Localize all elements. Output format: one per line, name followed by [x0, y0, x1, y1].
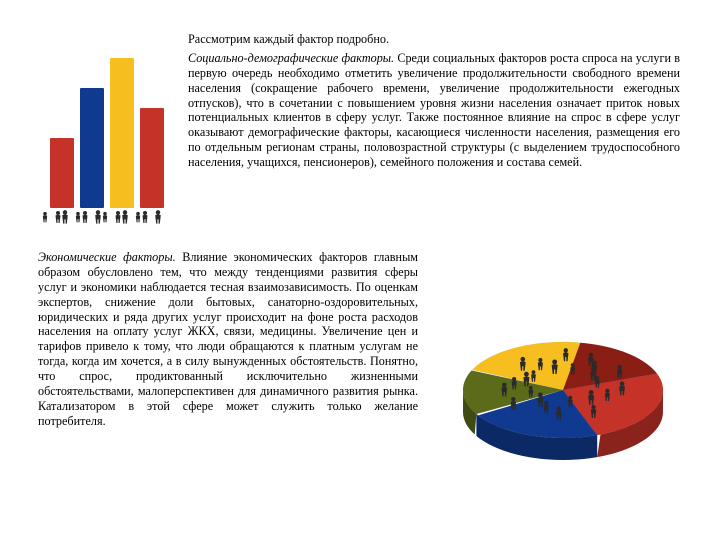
page: Рассмотрим каждый фактор подробно. Социа…: [0, 0, 720, 540]
section2-body: Влияние экономических факторов главным о…: [38, 250, 418, 428]
pie-svg: [448, 298, 678, 473]
section2-title: Экономические факторы.: [38, 250, 176, 264]
section1-paragraph: Социально-демографические факторы. Среди…: [188, 51, 680, 170]
pie-infographic: [448, 298, 678, 473]
section2-paragraph: Экономические факторы. Влияние экономиче…: [38, 250, 418, 429]
section1-body: Среди социальных факторов роста спроса н…: [188, 51, 680, 169]
intro-line: Рассмотрим каждый фактор подробно.: [188, 32, 680, 47]
bars-infographic: [40, 36, 170, 226]
bottom-text-block: Экономические факторы. Влияние экономиче…: [38, 250, 418, 433]
bars-svg: [40, 36, 170, 226]
section1-title: Социально-демографические факторы.: [188, 51, 394, 65]
top-text-block: Рассмотрим каждый фактор подробно. Социа…: [188, 32, 680, 174]
